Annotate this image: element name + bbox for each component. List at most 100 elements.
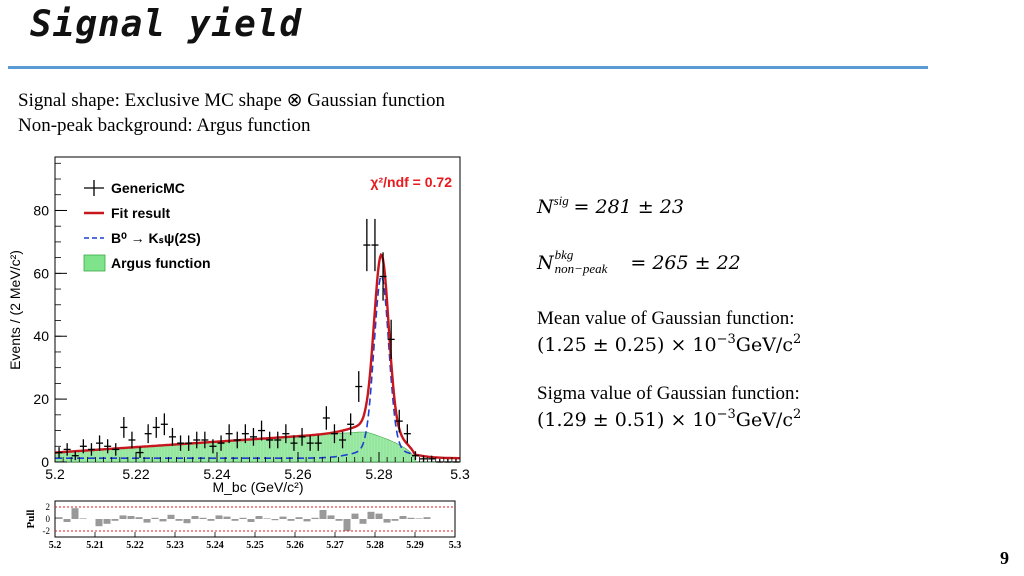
signal-shape-line: Signal shape: Exclusive MC shape ⊗ Gauss… [18,90,445,111]
data-point [136,447,144,459]
mean-value: (1.25 ± 0.25) × 10−3GeV/c2 [537,332,802,356]
data-point [347,413,355,436]
data-point [452,458,460,463]
legend: GenericMC Fit result B⁰ → Kₛψ(2S) Argus fun… [83,180,211,272]
pull-x-tick-label: 5.22 [126,540,144,551]
data-point [177,435,185,451]
data-point [363,218,371,272]
data-point [71,451,79,461]
data-point [225,424,233,444]
x-tick-label: 5.26 [284,466,311,482]
pull-bar [143,519,151,523]
pull-bar [127,516,135,519]
data-point [322,406,330,430]
data-point [55,447,63,459]
pull-bar [63,519,71,522]
y-tick-label: 60 [33,265,49,281]
data-point [96,435,104,451]
pull-x-tick-label: 5.29 [406,540,424,551]
background-line: Non-peak background: Argus function [18,115,311,136]
data-point [152,416,160,438]
pull-bar [367,511,375,519]
pull-x-tick-label: 5.25 [246,540,264,551]
pull-bar [103,519,111,524]
data-point [185,435,193,451]
pull-x-tick-label: 5.28 [366,540,384,551]
pull-bar [175,519,183,521]
pull-bar [343,519,351,531]
fit-curve [54,252,460,460]
data-point [249,427,257,446]
data-point [306,435,314,451]
pull-bar [231,519,239,521]
sigma-value: (1.29 ± 0.51) × 10−3GeV/c2 [537,407,802,431]
pull-y-tick-label: -2 [43,526,51,536]
pull-y-tick-label: 2 [46,502,51,512]
chi2-label: χ²/ndf = 0.72 [370,174,452,190]
pull-x-tick-label: 5.2 [49,540,62,551]
pull-x-tick-label: 5.26 [286,540,304,551]
data-point [168,427,176,446]
data-point [282,424,290,444]
pull-bar [335,519,343,521]
data-point [233,431,241,449]
data-point [330,424,338,444]
pull-bar [415,518,423,519]
x-tick-label: 5.3 [450,466,470,482]
pull-bar [407,517,415,519]
pull-bar [279,516,287,519]
pull-bar [375,513,383,519]
plot-frame [54,156,461,463]
pull-bar [327,515,335,519]
pull-x-tick-label: 5.21 [86,540,104,551]
intro-text: Signal shape: Exclusive MC shape ⊗ Gauss… [18,88,445,138]
pull-bar [359,519,367,524]
data-point [290,435,298,451]
pull-bar [191,516,199,519]
data-point [193,431,201,449]
data-point [298,427,306,446]
data-point [87,443,95,456]
legend-item: GenericMC [84,180,185,196]
pull-bar [167,514,175,519]
pull-bar [383,519,391,523]
pull-bar [423,517,431,519]
y-tick-label: 0 [41,454,49,470]
sigma-result: Sigma value of Gaussian function: (1.29 … [537,380,801,436]
pull-bar [255,516,263,519]
x-tick-label: 5.24 [203,466,230,482]
legend-label: GenericMC [111,180,185,196]
data-point [387,319,395,360]
data-point [241,424,249,444]
pull-bar [391,519,399,521]
pull-x-tick-label: 5.27 [326,540,344,551]
data-point [112,443,120,456]
data-point [371,218,379,272]
x-tick-label: 5.28 [365,466,392,482]
title-underline [8,66,928,69]
data-point [436,458,444,463]
pull-bar [207,519,215,521]
slide-title: Signal yield [30,4,303,45]
x-tick-label: 5.22 [122,466,149,482]
nbkg-result: N bkg non−peak = 265 ± 22 [537,247,741,276]
sigma-label: Sigma value of Gaussian function: [537,383,800,404]
x-tick-label: 5.2 [45,466,65,482]
legend-label: B⁰ → Kₛψ(2S) [111,230,201,246]
pull-axis-label: Pull [25,510,37,529]
data-point [266,431,274,449]
pull-plot: 2 0 -2 5.2 5.21 5.22 5.23 5.24 5.25 5.26 5.27 5.28 5… [25,500,461,551]
pull-bar [287,519,295,521]
data-point [209,439,217,454]
pull-bar [151,517,159,519]
data-point [160,413,168,436]
mean-label: Mean value of Gaussian function: [537,308,795,329]
x-axis-label: M_bc (GeV/c²) [212,479,303,495]
pull-bar [95,519,103,527]
page-number: 9 [1000,548,1009,568]
pull-bar [183,519,191,524]
data-point [428,455,436,462]
data-point [444,458,452,463]
y-tick-label: 40 [33,328,49,344]
pull-bar [399,516,407,519]
